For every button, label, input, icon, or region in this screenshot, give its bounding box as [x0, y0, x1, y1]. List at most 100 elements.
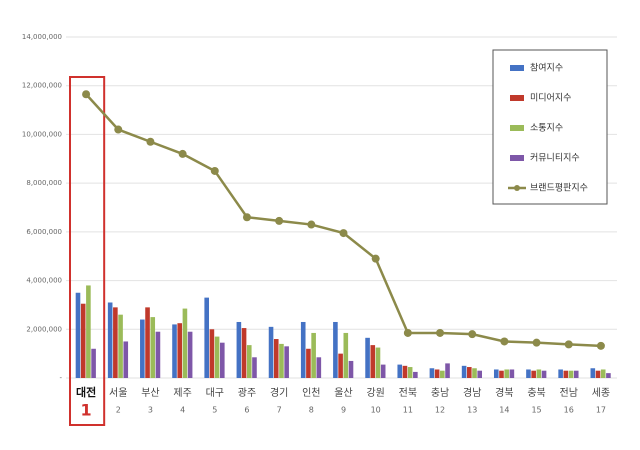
- line-point: [532, 338, 541, 347]
- rank-label: 7: [277, 406, 282, 415]
- bar: [440, 370, 445, 378]
- legend-swatch: [510, 65, 524, 71]
- bar: [145, 307, 150, 378]
- bar: [595, 370, 601, 378]
- y-tick-label: 10,000,000: [22, 130, 62, 138]
- bar: [429, 368, 435, 378]
- bar: [348, 360, 354, 378]
- bar: [536, 369, 542, 378]
- rank-label: 10: [371, 406, 381, 415]
- bar: [123, 341, 129, 378]
- legend-label: 참여지수: [530, 62, 563, 74]
- bar: [472, 368, 477, 378]
- bar: [75, 292, 81, 378]
- highlight-box: [69, 76, 106, 426]
- bar: [461, 365, 467, 378]
- bar: [499, 370, 504, 378]
- line-point: [114, 125, 123, 134]
- legend-label: 소통지수: [530, 123, 563, 134]
- line-point: [210, 166, 219, 175]
- category-label: 경기: [270, 386, 288, 399]
- line-point: [146, 137, 155, 146]
- category-label: 대구: [206, 387, 224, 399]
- bar: [370, 345, 376, 378]
- bar: [563, 370, 569, 378]
- line-point: [371, 254, 380, 263]
- bar: [273, 339, 279, 378]
- bar: [558, 369, 563, 378]
- line-point: [436, 328, 445, 337]
- bar: [493, 369, 499, 378]
- bar: [300, 321, 306, 378]
- bar: [509, 369, 515, 378]
- line-point: [178, 149, 187, 158]
- bar: [375, 347, 381, 378]
- bar: [573, 370, 579, 378]
- category-label: 전남: [560, 387, 578, 399]
- y-tick-label: -: [59, 374, 62, 382]
- rank-label: 11: [403, 406, 413, 415]
- line-point: [564, 340, 573, 349]
- category-label: 광주: [238, 387, 256, 399]
- bar: [311, 332, 316, 378]
- bar: [91, 348, 96, 378]
- category-label: 울산: [334, 387, 352, 399]
- bar: [407, 367, 413, 378]
- category-label: 인천: [302, 387, 320, 399]
- rank-label: 16: [564, 406, 574, 415]
- category-label: 세종: [592, 387, 610, 399]
- bar: [268, 326, 274, 378]
- bar: [177, 323, 183, 378]
- bar: [252, 357, 257, 378]
- rank-label: 5: [212, 406, 217, 415]
- legend-label: 커뮤니티지수: [530, 153, 580, 164]
- bar: [606, 373, 611, 378]
- category-label: 전북: [399, 387, 417, 399]
- bar: [333, 321, 338, 378]
- line-point: [82, 90, 91, 99]
- bar: [306, 348, 311, 378]
- y-tick-label: 8,000,000: [26, 179, 62, 187]
- legend-dot: [514, 185, 520, 191]
- rank-label: 15: [531, 406, 541, 415]
- line-point: [500, 337, 509, 346]
- bar: [365, 337, 370, 378]
- bar: [107, 302, 113, 378]
- legend-swatch: [510, 95, 524, 101]
- rank-label: 1: [81, 401, 92, 420]
- y-tick-label: 2,000,000: [26, 325, 62, 333]
- category-label: 충북: [527, 387, 545, 399]
- category-label: 경남: [463, 386, 481, 399]
- bar: [526, 369, 531, 378]
- line-point: [403, 328, 412, 337]
- bar: [118, 314, 123, 378]
- bar: [590, 368, 596, 378]
- bar: [434, 369, 440, 378]
- category-label: 강원: [366, 387, 384, 399]
- y-tick-label: 12,000,000: [22, 82, 62, 90]
- legend-label: 브랜드평판지수: [530, 183, 588, 194]
- y-tick-label: 4,000,000: [26, 277, 62, 285]
- rank-label: 14: [499, 406, 509, 415]
- rank-label: 4: [180, 406, 185, 415]
- bar: [402, 365, 408, 378]
- line-point: [242, 213, 251, 222]
- category-label: 충남: [431, 387, 449, 399]
- bar: [236, 321, 242, 378]
- category-label: 대전: [76, 385, 96, 399]
- bar: [600, 369, 606, 378]
- y-tick-label: 6,000,000: [26, 228, 62, 236]
- legend-swatch: [510, 155, 524, 161]
- line-point: [596, 341, 605, 350]
- bar: [343, 332, 349, 378]
- bar: [150, 317, 156, 378]
- y-tick-label: 14,000,000: [22, 33, 62, 41]
- bar: [86, 285, 91, 378]
- bar: [182, 308, 188, 378]
- rank-label: 13: [467, 406, 477, 415]
- line-point: [307, 220, 316, 229]
- rank-label: 6: [244, 406, 249, 415]
- category-label: 경북: [495, 386, 513, 399]
- bar: [531, 370, 536, 378]
- bar: [209, 329, 215, 378]
